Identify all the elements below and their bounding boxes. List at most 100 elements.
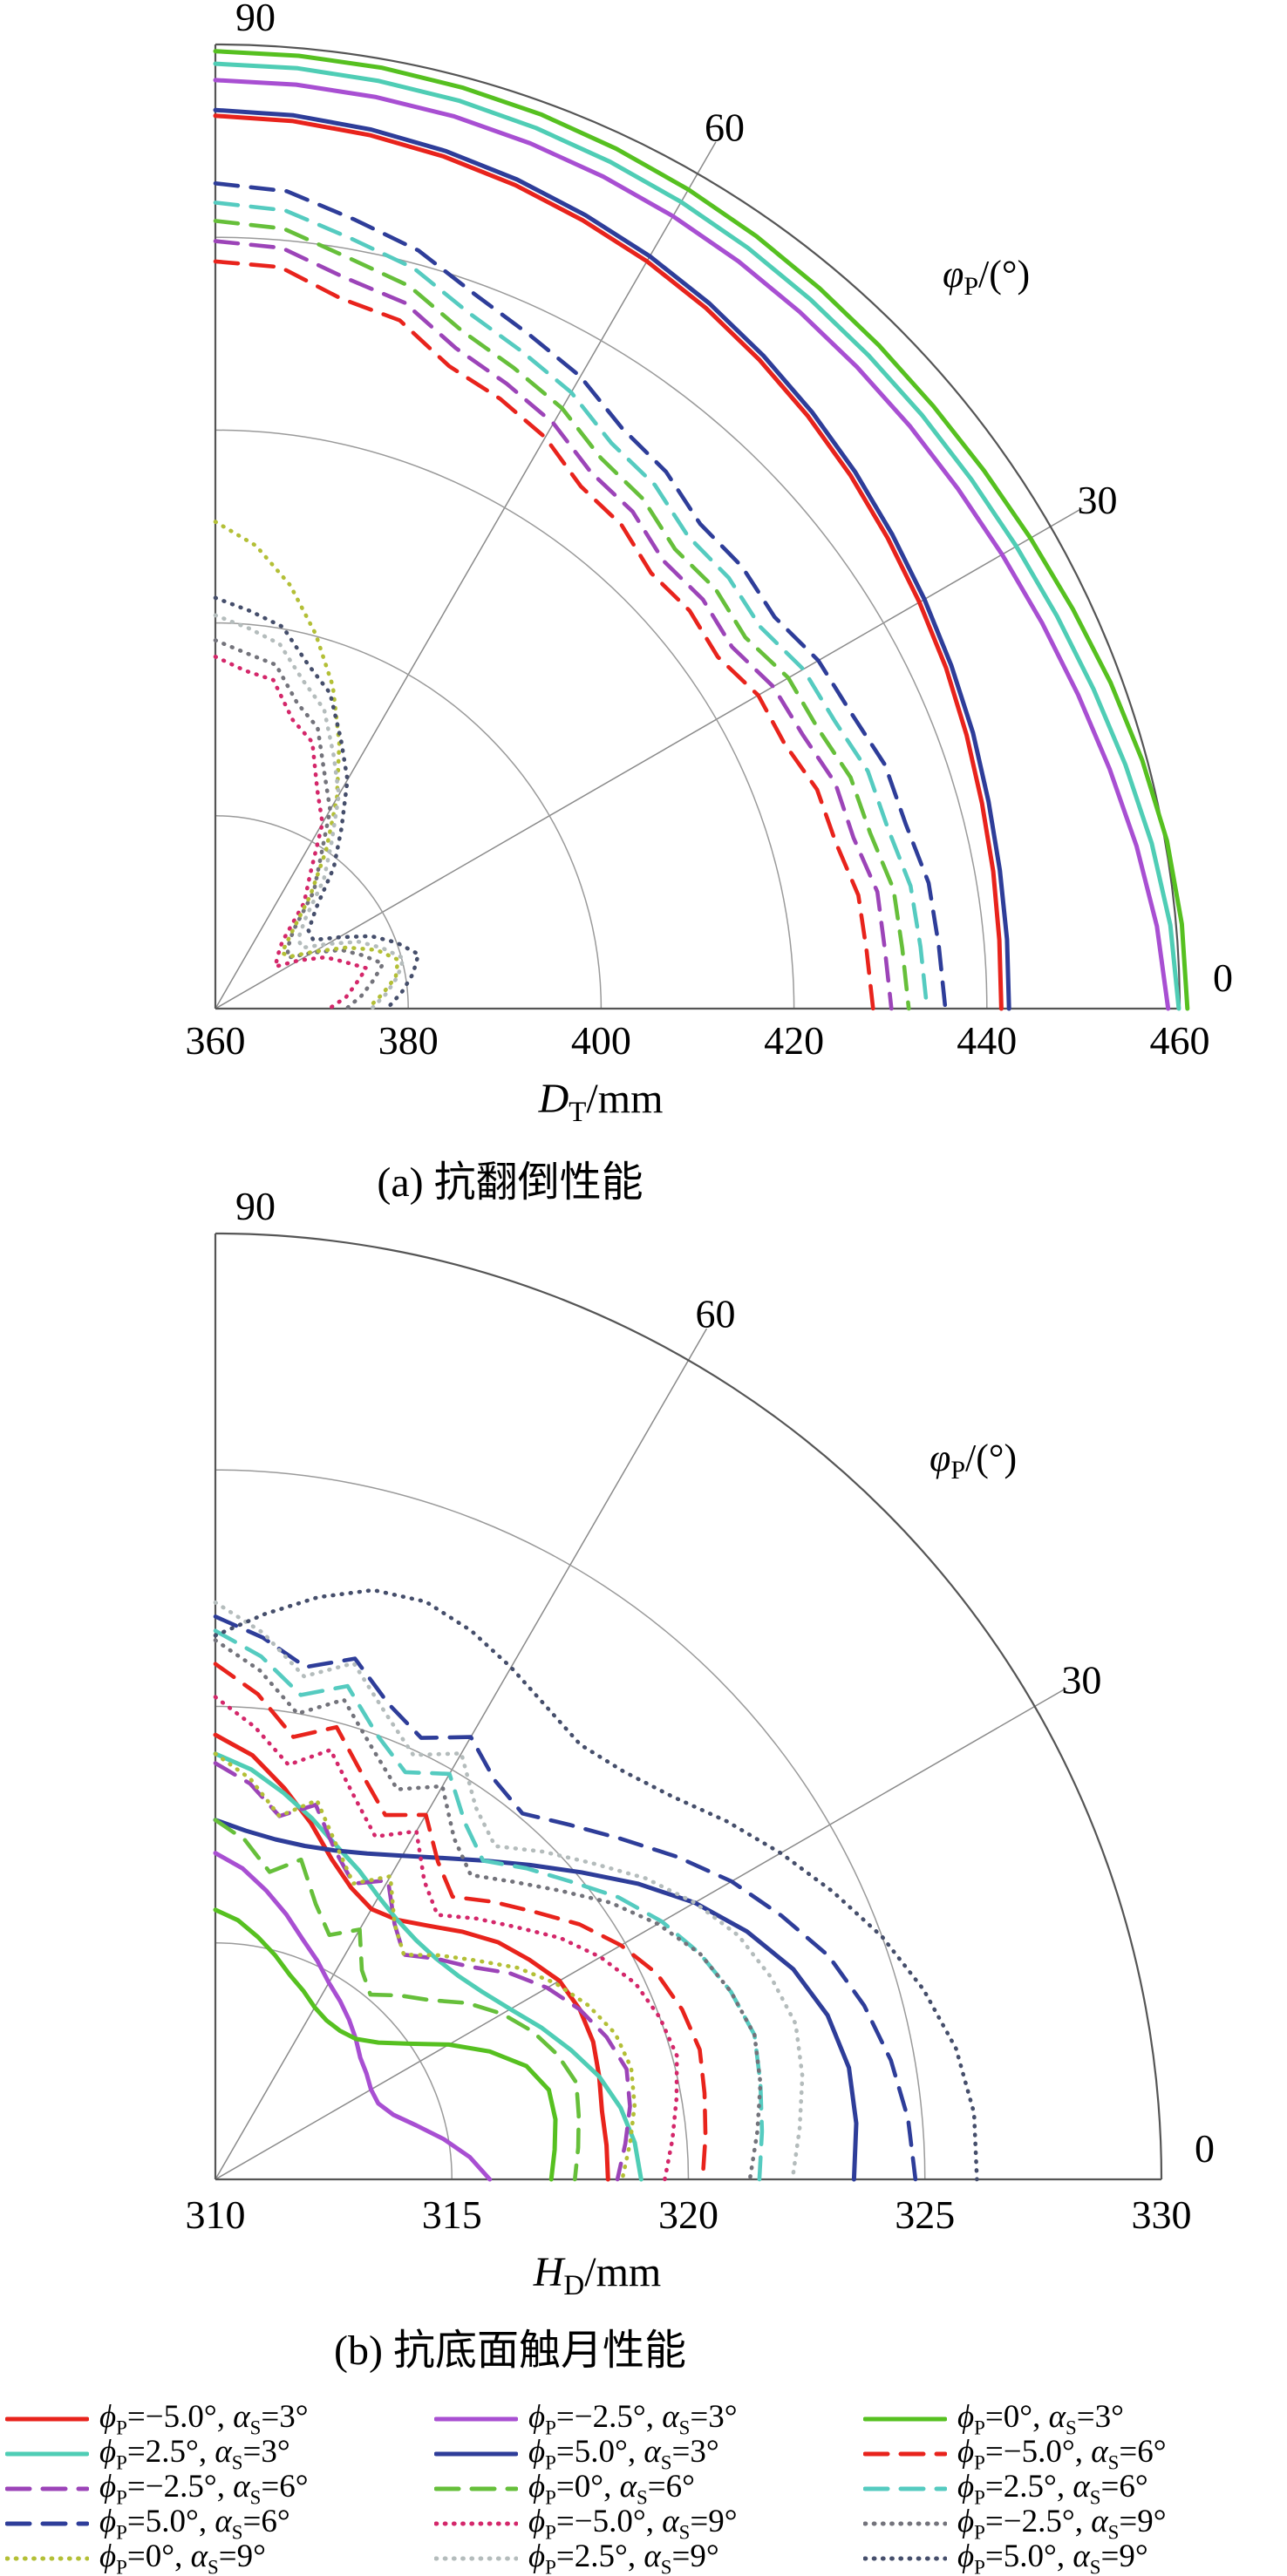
series-line-a-3 xyxy=(213,61,1181,1011)
series-line-b-4 xyxy=(213,1818,859,2182)
series-line-b-6 xyxy=(213,1761,632,2182)
legend-line-sample xyxy=(863,2521,947,2526)
legend-line-sample xyxy=(434,2486,518,2491)
legend-line-sample xyxy=(5,2416,89,2422)
series-line-b-12 xyxy=(213,1751,637,2182)
radial-tick-label: 320 xyxy=(658,2192,718,2237)
grid-arc xyxy=(214,1705,690,2180)
legend-line-sample xyxy=(5,2451,89,2457)
series-line-a-0 xyxy=(213,113,1004,1011)
series-line-a-6 xyxy=(213,239,894,1011)
legend-line-sample xyxy=(434,2451,518,2457)
legend-item: ϕP=0°, αS=3° xyxy=(863,2403,1284,2436)
series-line-a-7 xyxy=(213,219,911,1011)
caption-b: (b) 抗底面触月性能 xyxy=(334,2328,686,2374)
legend-item: ϕP=−2.5°, αS=3° xyxy=(434,2403,863,2436)
legend-item: ϕP=2.5°, αS=6° xyxy=(863,2472,1284,2505)
legend: ϕP=−5.0°, αS=3° ϕP=−2.5°, αS=3° ϕP=0°, αS=… xyxy=(5,2403,1284,2575)
series-line-b-2 xyxy=(213,1907,558,2182)
series-line-a-1 xyxy=(213,78,1171,1011)
legend-label: ϕP=2.5°, αS=6° xyxy=(957,2472,1148,2505)
radial-axis-label: DT/mm xyxy=(538,1076,664,1128)
angle-tick-label: 90 xyxy=(235,0,276,39)
legend-label: ϕP=−2.5°, αS=3° xyxy=(528,2403,738,2436)
legend-label: ϕP=0°, αS=6° xyxy=(528,2472,695,2505)
series-line-a-11 xyxy=(213,638,385,1011)
series-line-a-10 xyxy=(213,654,369,1011)
radial-tick-label: 400 xyxy=(571,1018,631,1063)
radial-tick-label: 440 xyxy=(957,1018,1017,1063)
radial-tick-label: 330 xyxy=(1132,2192,1192,2237)
series-line-b-7 xyxy=(213,1818,582,2182)
legend-item: ϕP=−2.5°, αS=6° xyxy=(5,2472,434,2505)
radial-tick-label: 460 xyxy=(1150,1018,1210,1063)
legend-item: ϕP=0°, αS=9° xyxy=(5,2542,434,2575)
legend-label: ϕP=2.5°, αS=3° xyxy=(99,2437,290,2471)
series-line-a-5 xyxy=(213,259,875,1011)
angle-tick-label: 0 xyxy=(1213,955,1233,1000)
angular-axis-label: φP/(°) xyxy=(930,1437,1017,1485)
legend-label: ϕP=−5.0°, αS=9° xyxy=(528,2507,738,2540)
radial-tick-label: 360 xyxy=(186,1018,246,1063)
series-line-b-3 xyxy=(213,1751,644,2182)
radial-tick-label: 325 xyxy=(895,2192,955,2237)
grid-arc xyxy=(214,622,603,1009)
legend-item: ϕP=2.5°, αS=3° xyxy=(5,2437,434,2471)
grid-arc xyxy=(214,1942,453,2180)
angle-tick-label: 30 xyxy=(1061,1658,1101,1703)
legend-line-sample xyxy=(5,2556,89,2561)
legend-label: ϕP=−5.0°, αS=6° xyxy=(957,2437,1167,2471)
legend-line-sample xyxy=(434,2416,518,2422)
legend-label: ϕP=0°, αS=9° xyxy=(99,2542,266,2575)
series-line-a-4 xyxy=(213,107,1011,1011)
outer-arc xyxy=(214,1232,1163,2180)
legend-item: ϕP=−5.0°, αS=9° xyxy=(434,2507,863,2540)
caption-a: (a) 抗翻倒性能 xyxy=(377,1159,644,1206)
series-line-b-5 xyxy=(213,1662,708,2182)
legend-item: ϕP=−5.0°, αS=3° xyxy=(5,2403,434,2436)
legend-item: ϕP=5.0°, αS=3° xyxy=(434,2437,863,2471)
series-line-b-14 xyxy=(213,1587,979,2182)
legend-label: ϕP=−2.5°, αS=6° xyxy=(99,2472,309,2505)
legend-label: ϕP=5.0°, αS=6° xyxy=(99,2507,290,2540)
grid-arc xyxy=(214,1469,926,2180)
legend-label: ϕP=2.5°, αS=9° xyxy=(528,2542,719,2575)
grid-arc xyxy=(214,815,409,1009)
angle-tick-label: 90 xyxy=(235,1184,276,1228)
legend-item: ϕP=−5.0°, αS=6° xyxy=(863,2437,1284,2471)
series-b xyxy=(213,1587,979,2182)
radial-tick-label: 420 xyxy=(764,1018,824,1063)
series-line-b-10 xyxy=(213,1695,679,2182)
legend-item: ϕP=5.0°, αS=6° xyxy=(5,2507,434,2540)
angle-tick-label: 60 xyxy=(705,105,745,149)
angle-gridline xyxy=(214,507,1083,1009)
angle-gridline xyxy=(214,1687,1067,2180)
series-line-b-9 xyxy=(213,1614,918,2182)
legend-label: ϕP=−2.5°, αS=9° xyxy=(957,2507,1167,2540)
series-line-b-11 xyxy=(213,1638,763,2182)
legend-line-sample xyxy=(434,2521,518,2526)
legend-line-sample xyxy=(434,2556,518,2561)
legend-item: ϕP=5.0°, αS=9° xyxy=(863,2542,1284,2575)
legend-line-sample xyxy=(863,2486,947,2491)
series-line-a-13 xyxy=(213,613,406,1011)
radial-axis-label: HD/mm xyxy=(533,2249,662,2301)
radial-tick-label: 315 xyxy=(422,2192,482,2237)
legend-line-sample xyxy=(5,2486,89,2491)
legend-line-sample xyxy=(863,2451,947,2457)
series-line-a-9 xyxy=(213,181,948,1011)
legend-item: ϕP=−2.5°, αS=9° xyxy=(863,2507,1284,2540)
legend-label: ϕP=5.0°, αS=3° xyxy=(528,2437,719,2471)
legend-line-sample xyxy=(863,2556,947,2561)
grid-a xyxy=(214,43,1181,1010)
legend-item: ϕP=2.5°, αS=9° xyxy=(434,2542,863,2575)
legend-line-sample xyxy=(863,2416,947,2422)
grid-arc xyxy=(214,236,988,1009)
legend-label: ϕP=−5.0°, αS=3° xyxy=(99,2403,309,2436)
angle-tick-label: 0 xyxy=(1195,2126,1215,2171)
legend-label: ϕP=0°, αS=3° xyxy=(957,2403,1124,2436)
